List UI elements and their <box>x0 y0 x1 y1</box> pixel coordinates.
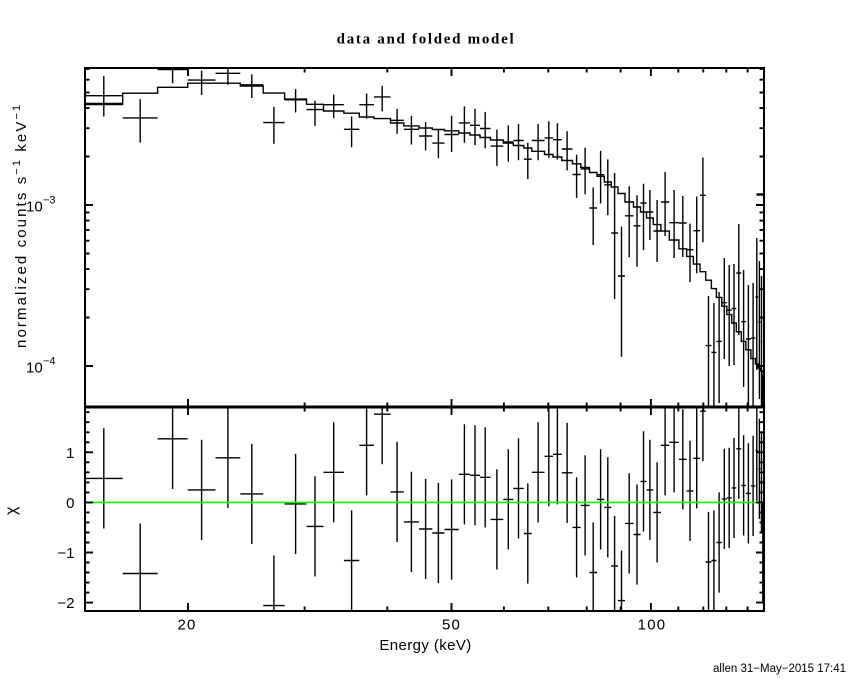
svg-text:1: 1 <box>66 445 74 462</box>
svg-text:20: 20 <box>177 617 196 634</box>
svg-text:−2: −2 <box>57 595 74 612</box>
svg-text:10: 10 <box>26 360 43 377</box>
svg-text:50: 50 <box>442 617 461 634</box>
svg-text:−3: −3 <box>43 195 56 207</box>
svg-text:normalized counts s−1 keV−1: normalized counts s−1 keV−1 <box>11 103 30 348</box>
svg-text:allen 31−May−2015 17:41: allen 31−May−2015 17:41 <box>713 663 846 675</box>
svg-text:100: 100 <box>638 617 667 634</box>
svg-text:−4: −4 <box>43 356 56 368</box>
svg-text:Energy (keV): Energy (keV) <box>379 637 471 654</box>
svg-text:χ: χ <box>3 506 20 515</box>
svg-text:10: 10 <box>26 199 43 216</box>
svg-text:0: 0 <box>66 495 74 512</box>
svg-text:−1: −1 <box>57 545 74 562</box>
svg-text:data and folded model: data and folded model <box>337 32 516 48</box>
